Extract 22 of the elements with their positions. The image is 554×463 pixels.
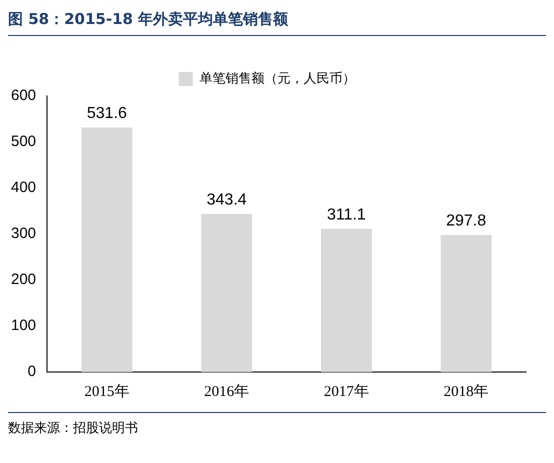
data-label: 297.8 (446, 212, 486, 230)
y-tick-label: 100 (10, 317, 36, 334)
x-tick-label: 2016年 (204, 382, 250, 400)
x-tick-label: 2015年 (84, 382, 130, 400)
data-label: 343.4 (206, 191, 247, 208)
bar (440, 235, 492, 372)
y-tick-label: 200 (10, 271, 36, 288)
y-tick-label: 0 (28, 363, 36, 380)
y-tick-label: 400 (10, 179, 36, 196)
y-tick-label: 300 (10, 225, 36, 242)
data-label: 311.1 (326, 206, 366, 224)
source-note: 数据来源：招股说明书 (8, 420, 139, 437)
x-tick-label: 2018年 (444, 382, 489, 400)
legend-label: 单笔销售额（元，人民币） (199, 71, 356, 86)
chart-title: 图 58：2015-18 年外卖平均单笔销售额 (8, 8, 546, 36)
bar (320, 228, 372, 372)
bar (81, 127, 132, 372)
x-tick-label: 2017年 (324, 382, 369, 400)
y-tick-label: 500 (10, 133, 36, 150)
y-tick-label: 600 (10, 87, 36, 104)
bar (201, 214, 252, 372)
data-label: 531.6 (86, 104, 128, 122)
